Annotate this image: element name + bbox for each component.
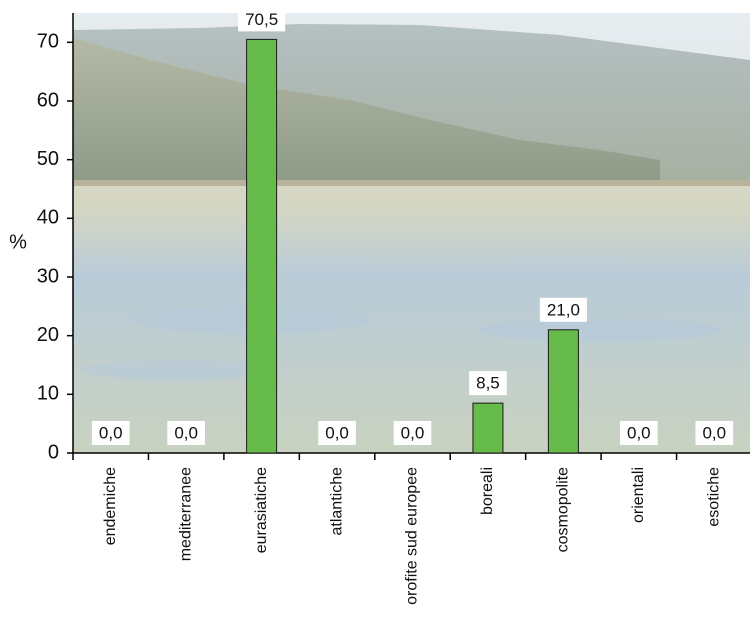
bar bbox=[246, 38, 278, 454]
value-label: 21,0 bbox=[547, 300, 580, 319]
x-tick-label: cosmopolite bbox=[555, 467, 572, 552]
value-label: 70,5 bbox=[245, 10, 278, 29]
y-axis-label: % bbox=[9, 231, 27, 253]
value-label-box bbox=[238, 7, 286, 32]
y-tick-label: 10 bbox=[37, 383, 59, 405]
x-tick-label: esotiche bbox=[705, 467, 722, 527]
value-label-box bbox=[318, 421, 356, 445]
value-label: 0,0 bbox=[401, 423, 425, 442]
value-label-box bbox=[620, 421, 658, 445]
x-tick-label: orientali bbox=[630, 467, 647, 523]
value-label: 0,0 bbox=[627, 423, 651, 442]
value-label: 8,5 bbox=[476, 374, 500, 393]
value-label: 0,0 bbox=[174, 423, 198, 442]
value-label-box bbox=[695, 421, 734, 445]
x-tick-label: endemiche bbox=[102, 467, 119, 545]
value-label-box bbox=[469, 371, 507, 396]
x-tick-label: mediterranee bbox=[177, 467, 194, 561]
x-tick-label: boreali bbox=[479, 467, 496, 515]
x-tick-label: eurasiatiche bbox=[253, 467, 270, 553]
x-tick-label: orofite sud europee bbox=[404, 467, 421, 605]
y-tick-label: 40 bbox=[37, 207, 59, 229]
y-tick-label: 30 bbox=[37, 265, 59, 287]
value-label-box bbox=[393, 421, 432, 445]
y-tick-label: 60 bbox=[37, 89, 59, 111]
y-tick-label: 20 bbox=[37, 324, 59, 346]
value-label: 0,0 bbox=[99, 423, 123, 442]
bar bbox=[547, 329, 579, 454]
value-label: 0,0 bbox=[325, 423, 349, 442]
y-tick-label: 70 bbox=[37, 31, 59, 53]
value-label: 0,0 bbox=[702, 423, 726, 442]
value-label-box bbox=[539, 297, 587, 322]
x-tick-label: atlantiche bbox=[328, 467, 345, 536]
background-photo bbox=[73, 13, 750, 453]
bar bbox=[472, 402, 504, 454]
value-label-box bbox=[91, 421, 130, 445]
value-label-box bbox=[167, 421, 205, 445]
y-tick-label: 0 bbox=[48, 441, 59, 463]
y-tick-label: 50 bbox=[37, 148, 59, 170]
